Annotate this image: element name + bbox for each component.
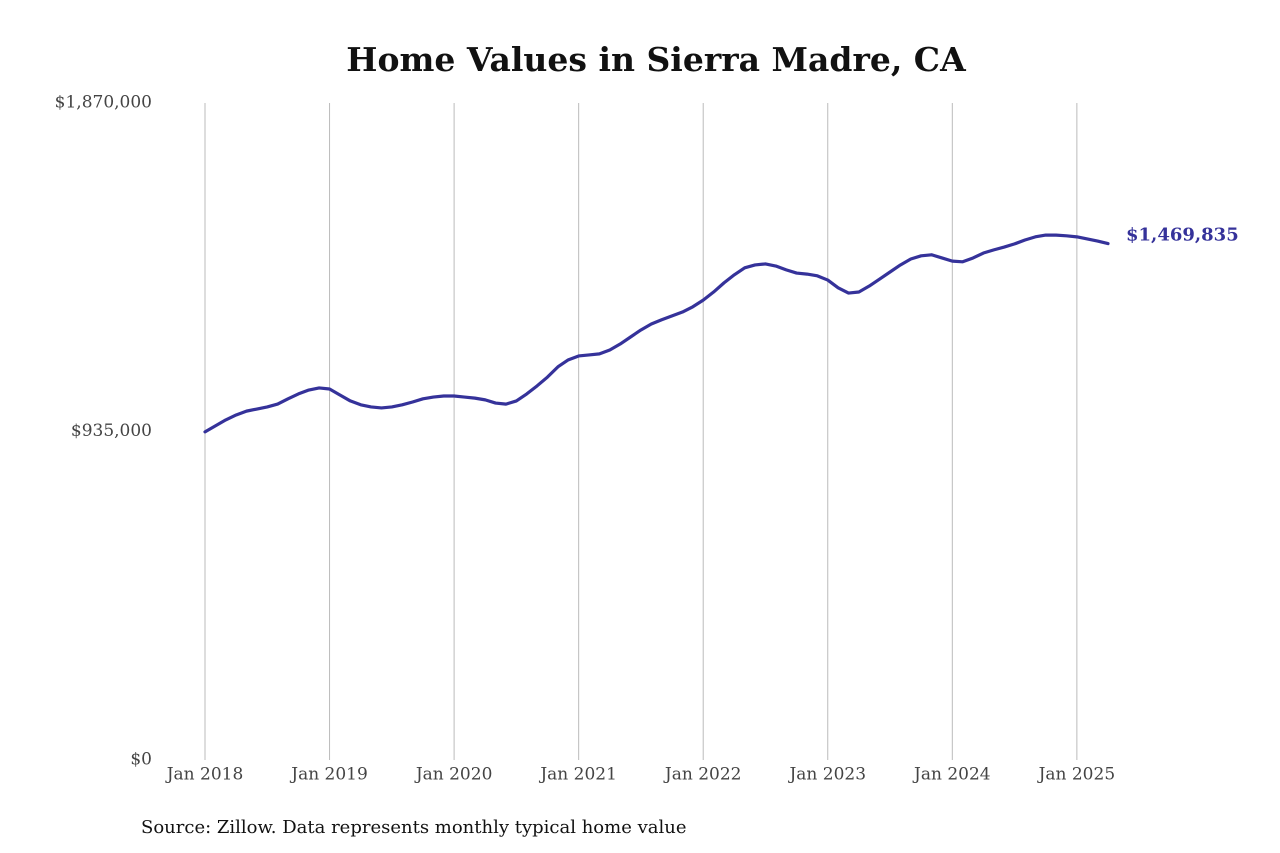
- x-tick-label: Jan 2021: [538, 765, 617, 785]
- source-note: Source: Zillow. Data represents monthly …: [141, 817, 687, 838]
- x-tick-label: Jan 2024: [912, 765, 991, 785]
- x-tick-label: Jan 2019: [289, 765, 368, 785]
- value-label: $1,469,835: [1126, 225, 1239, 246]
- x-tick-label: Jan 2018: [165, 765, 244, 785]
- y-tick-label: $0: [130, 750, 152, 770]
- x-tick-label: Jan 2020: [414, 765, 493, 785]
- series-line: [203, 233, 1110, 434]
- x-tick-label: Jan 2025: [1037, 765, 1116, 785]
- x-tick-label: Jan 2022: [663, 765, 742, 785]
- y-tick-label: $935,000: [71, 421, 152, 441]
- chart-title: Home Values in Sierra Madre, CA: [346, 40, 966, 79]
- x-tick-label: Jan 2023: [787, 765, 866, 785]
- y-tick-label: $1,870,000: [55, 93, 152, 113]
